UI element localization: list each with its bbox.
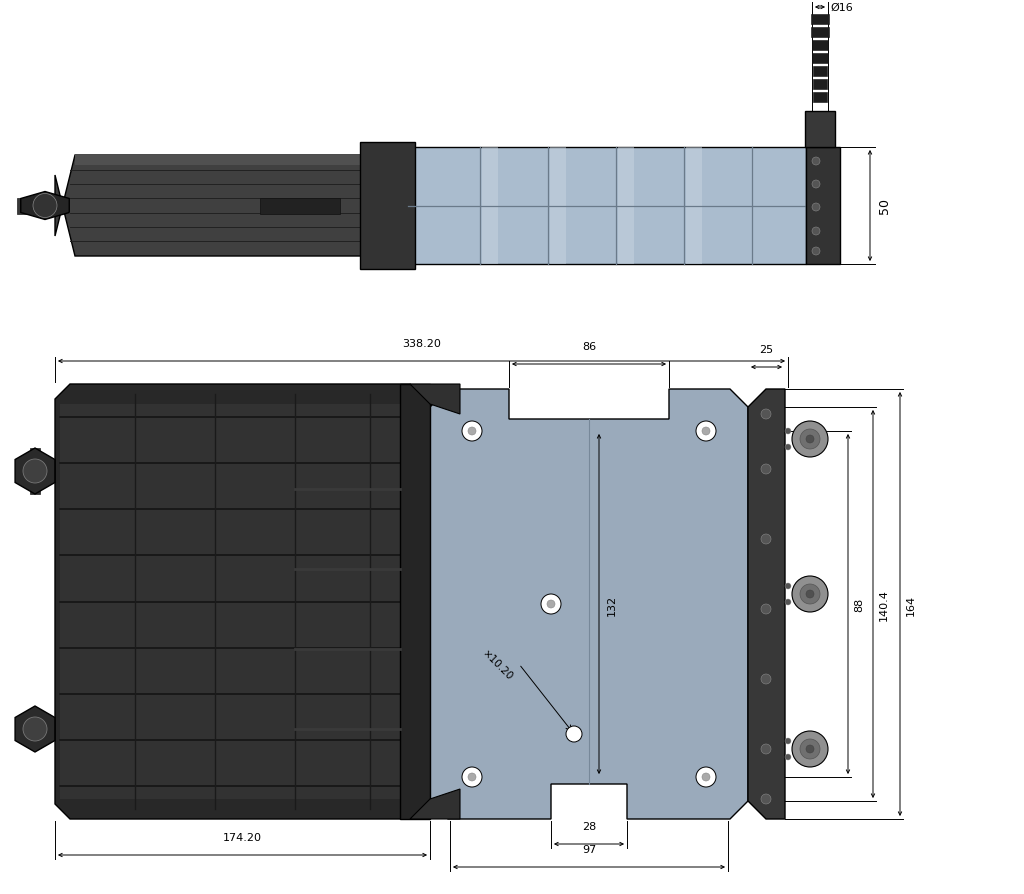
Circle shape [800, 739, 820, 759]
Circle shape [696, 767, 716, 787]
Text: 164: 164 [906, 594, 916, 615]
Circle shape [812, 248, 820, 256]
Polygon shape [17, 198, 45, 215]
Polygon shape [430, 390, 748, 819]
Text: 140.4: 140.4 [879, 588, 889, 620]
Circle shape [761, 674, 771, 684]
Polygon shape [618, 148, 634, 265]
Circle shape [785, 755, 791, 760]
Polygon shape [75, 156, 375, 165]
Circle shape [812, 181, 820, 189]
Polygon shape [15, 449, 55, 494]
Polygon shape [686, 148, 702, 265]
Circle shape [806, 435, 814, 443]
Circle shape [785, 444, 791, 451]
Circle shape [785, 599, 791, 605]
Polygon shape [410, 789, 460, 819]
Text: 174.20: 174.20 [223, 832, 262, 842]
Polygon shape [30, 449, 40, 494]
Text: 97: 97 [582, 844, 596, 854]
Circle shape [800, 585, 820, 604]
Polygon shape [812, 54, 827, 64]
Polygon shape [55, 384, 430, 819]
Polygon shape [15, 706, 55, 752]
Polygon shape [55, 156, 375, 257]
Circle shape [696, 422, 716, 442]
Circle shape [468, 427, 476, 435]
Text: 88: 88 [854, 597, 864, 611]
Polygon shape [813, 67, 827, 77]
Circle shape [812, 158, 820, 165]
Text: 132: 132 [607, 594, 617, 615]
Text: 338.20: 338.20 [402, 339, 441, 349]
Circle shape [800, 429, 820, 450]
Polygon shape [811, 28, 828, 38]
Polygon shape [813, 80, 827, 90]
Circle shape [462, 422, 482, 442]
Polygon shape [805, 112, 835, 148]
Polygon shape [482, 148, 498, 265]
Polygon shape [60, 405, 425, 799]
Circle shape [806, 746, 814, 753]
Circle shape [23, 717, 47, 741]
Circle shape [812, 204, 820, 212]
Circle shape [761, 604, 771, 614]
Circle shape [806, 590, 814, 598]
Polygon shape [813, 93, 826, 103]
Circle shape [541, 595, 561, 614]
Circle shape [566, 726, 582, 742]
Circle shape [785, 584, 791, 589]
Circle shape [761, 465, 771, 475]
Text: 50: 50 [878, 198, 891, 215]
Polygon shape [360, 143, 415, 270]
Text: 28: 28 [582, 821, 596, 831]
Polygon shape [260, 198, 340, 215]
Polygon shape [408, 148, 806, 265]
Polygon shape [20, 192, 70, 220]
Circle shape [761, 409, 771, 419]
Text: 25: 25 [760, 344, 773, 355]
Text: Ø16: Ø16 [830, 3, 853, 13]
Circle shape [785, 738, 791, 744]
Circle shape [792, 422, 828, 458]
Polygon shape [811, 15, 829, 25]
Polygon shape [550, 148, 566, 265]
Circle shape [761, 744, 771, 755]
Circle shape [462, 767, 482, 787]
Text: 86: 86 [582, 342, 596, 351]
Circle shape [792, 731, 828, 767]
Circle shape [792, 577, 828, 612]
Polygon shape [748, 390, 785, 819]
Circle shape [33, 194, 57, 218]
Text: ×10.20: ×10.20 [480, 647, 514, 681]
Circle shape [761, 794, 771, 804]
Circle shape [702, 773, 710, 781]
Circle shape [547, 601, 555, 608]
Polygon shape [806, 148, 840, 265]
Polygon shape [812, 41, 828, 51]
Circle shape [702, 427, 710, 435]
Circle shape [785, 428, 791, 434]
Circle shape [812, 228, 820, 236]
Polygon shape [400, 384, 430, 819]
Circle shape [468, 773, 476, 781]
Polygon shape [410, 384, 460, 415]
Circle shape [23, 460, 47, 484]
Circle shape [761, 535, 771, 544]
